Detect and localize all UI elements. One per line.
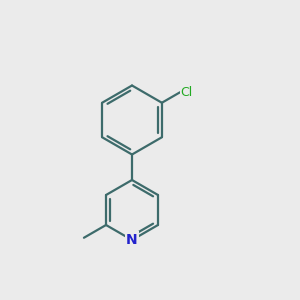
Text: Cl: Cl [181, 86, 193, 99]
Text: N: N [126, 233, 138, 247]
